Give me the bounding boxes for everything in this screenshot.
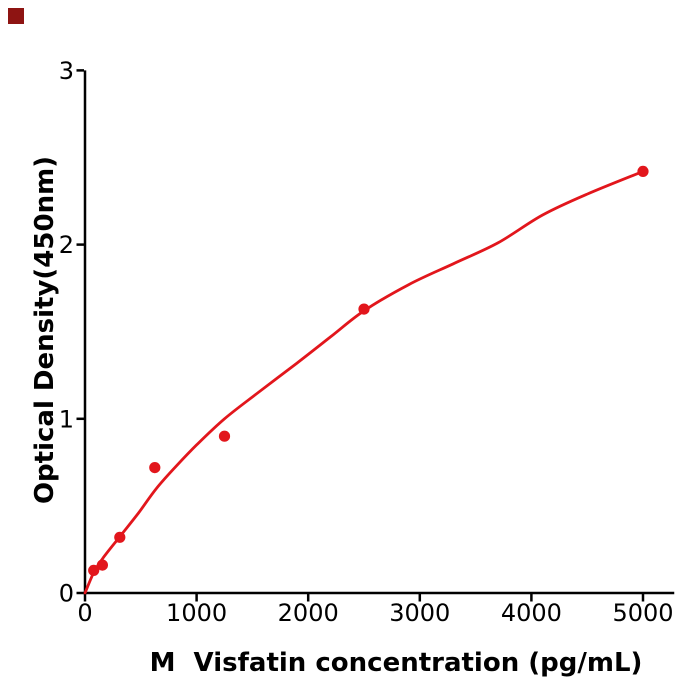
data-point — [114, 531, 126, 543]
data-point — [96, 559, 108, 571]
y-tick-label: 1 — [59, 405, 74, 433]
data-point — [358, 303, 370, 315]
x-tick-label: 4000 — [501, 599, 562, 627]
corner-logo-mark — [8, 8, 24, 24]
data-point — [637, 165, 649, 177]
y-tick-label: 2 — [59, 231, 74, 259]
y-tick-label: 0 — [59, 580, 74, 608]
x-tick-label: 5000 — [612, 599, 673, 627]
y-tick-label: 3 — [59, 57, 74, 85]
data-point — [88, 564, 100, 577]
x-tick-label: 0 — [77, 599, 92, 627]
plot-layer: 0 1000 2000 3000 4000 5000 0 1 2 3 — [59, 57, 675, 627]
data-point — [149, 462, 161, 474]
x-tick-label: 3000 — [389, 599, 450, 627]
x-tick-label: 1000 — [166, 599, 227, 627]
x-tick-label: 2000 — [278, 599, 339, 627]
y-axis-title: Optical Density(450nm) — [30, 156, 60, 504]
x-axis-title: M Visfatin concentration (pg/mL) — [150, 648, 643, 678]
data-point — [218, 430, 231, 442]
fit-curve-line — [83, 170, 645, 595]
